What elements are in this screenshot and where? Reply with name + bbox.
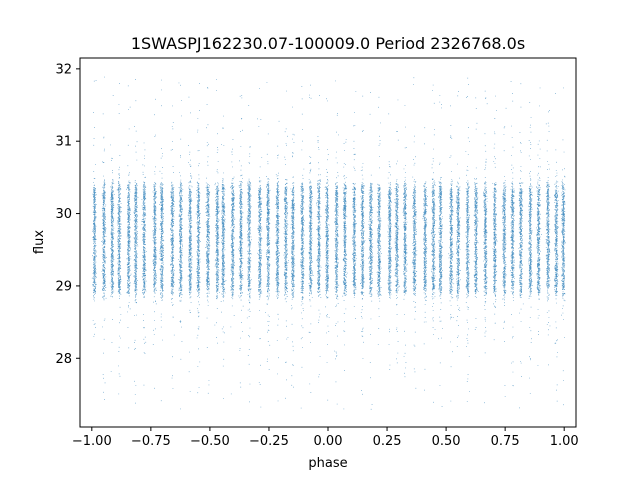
x-tick-label: −0.50 <box>190 434 230 449</box>
y-tick-label: 30 <box>55 207 72 222</box>
y-axis-ticks: 28 29 30 31 32 <box>55 62 80 367</box>
y-tick-label: 28 <box>55 352 72 367</box>
x-tick-label: 0.00 <box>314 434 343 449</box>
chart-title: 1SWASPJ162230.07-100009.0 Period 2326768… <box>131 34 525 53</box>
x-axis-ticks: −1.00 −0.75 −0.50 −0.25 0.00 0.25 0.50 0.75 1.00 <box>72 427 579 449</box>
y-tick-label: 32 <box>55 62 72 77</box>
x-axis-label: phase <box>308 456 347 471</box>
y-tick-label: 31 <box>55 135 72 150</box>
x-tick-label: 0.75 <box>491 434 520 449</box>
x-tick-label: 0.25 <box>373 434 402 449</box>
x-tick-label: 1.00 <box>550 434 579 449</box>
x-tick-label: −0.25 <box>249 434 289 449</box>
y-tick-label: 29 <box>55 279 72 294</box>
y-axis-label: flux <box>32 230 47 254</box>
x-tick-label: 0.50 <box>432 434 461 449</box>
x-tick-label: −0.75 <box>131 434 171 449</box>
x-tick-label: −1.00 <box>72 434 112 449</box>
